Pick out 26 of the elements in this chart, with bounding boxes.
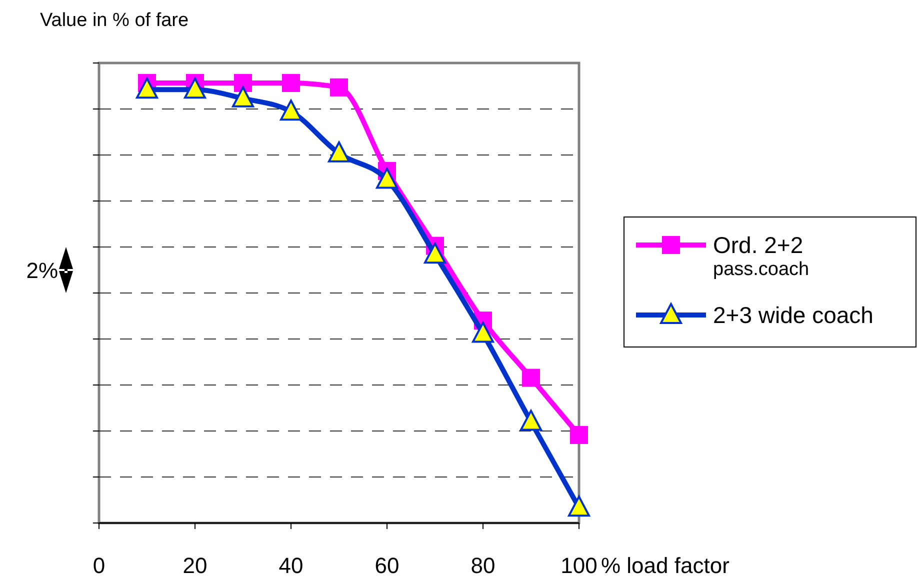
point [232, 86, 254, 108]
point [282, 74, 300, 92]
point [328, 141, 350, 162]
x-tick-label: 80 [470, 553, 496, 578]
point [424, 242, 446, 264]
legend-label: Ord. 2+2 pass.coach [713, 232, 810, 280]
x-axis-title: % load factor [601, 553, 730, 578]
point [234, 74, 252, 92]
point [522, 368, 540, 387]
point [570, 426, 588, 444]
point [136, 78, 158, 99]
legend-label: 2+3 wide coach [713, 302, 874, 328]
x-tick-label: 100 [560, 553, 598, 578]
point [520, 410, 542, 431]
point [330, 78, 348, 96]
x-tick-label: 0 [92, 553, 106, 578]
point [280, 100, 302, 121]
x-tick-label: 20 [182, 553, 208, 578]
text: 2% [26, 258, 58, 283]
point [568, 496, 590, 517]
point [472, 322, 494, 343]
x-tick-label: 60 [374, 553, 400, 578]
point [376, 168, 398, 189]
point [184, 78, 206, 99]
y-axis-title: Value in % of fare [40, 10, 189, 31]
x-tick-label: 40 [278, 553, 304, 578]
